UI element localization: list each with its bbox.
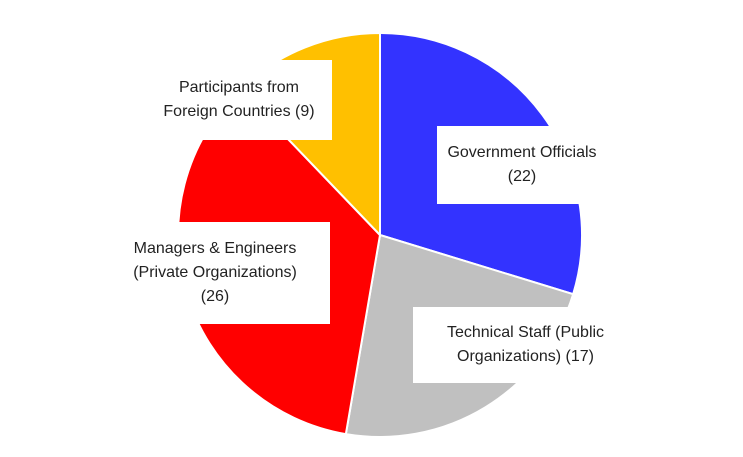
label-box (413, 307, 638, 383)
pie-label-line: Government Officials (447, 144, 596, 161)
pie-label-line: Participants from (179, 79, 299, 96)
pie-label-line: Organizations) (17) (457, 348, 594, 365)
pie-label-managers-engineers-private-organizations: Managers & Engineers (Private Organizatio… (100, 222, 330, 324)
label-box (437, 126, 607, 204)
pie-label-line: (26) (201, 288, 229, 305)
pie-labels: Government Officials (22) Technical Staff … (100, 60, 638, 383)
pie-label-line: Managers & Engineers (134, 240, 297, 257)
pie-label-participants-from-foreign-countries: Participants from Foreign Countries (9) (146, 60, 332, 140)
pie-label-technical-staff-public-organizations: Technical Staff (Public Organizations) (1… (413, 307, 638, 383)
pie-label-line: (Private Organizations) (133, 264, 297, 281)
pie-label-line: Foreign Countries (9) (163, 103, 314, 120)
pie-label-government-officials: Government Officials (22) (437, 126, 607, 204)
label-box (100, 222, 330, 324)
label-box (146, 60, 332, 140)
pie-label-line: (22) (508, 168, 536, 185)
pie-label-line: Technical Staff (Public (447, 324, 604, 341)
